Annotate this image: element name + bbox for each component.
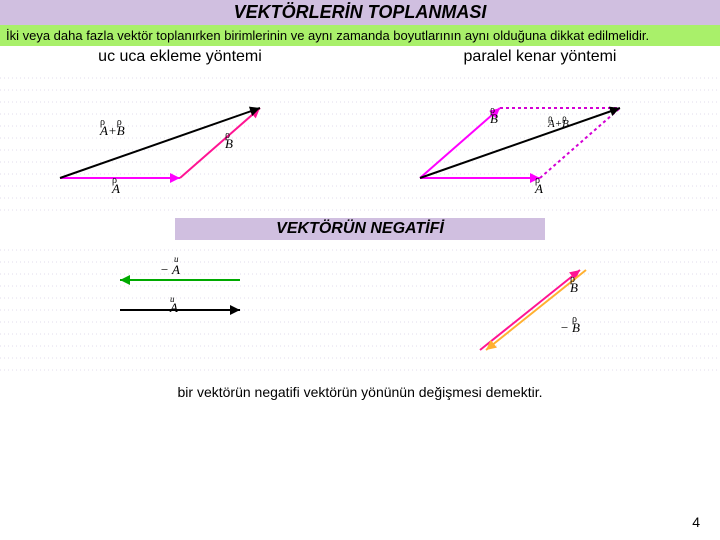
label-B: ρB: [225, 136, 233, 152]
intro-note: İki veya daha fazla vektör toplanırken b…: [0, 25, 720, 46]
label-A: ρA: [112, 181, 120, 197]
main-title: VEKTÖRLERİN TOPLANMASI: [0, 0, 720, 25]
diagram-row-top: ρA ρB ρA+ρB ρA ρB ρA+ρB: [0, 68, 720, 218]
footer-note: bir vektörün negatifi vektörün yönünün d…: [160, 384, 560, 400]
subtitles-row: uc uca ekleme yöntemi paralel kenar yönt…: [0, 46, 720, 68]
diagram-neg-right: ρB − ρB: [360, 240, 720, 380]
diagram-tip-to-tail: ρA ρB ρA+ρB: [0, 68, 360, 218]
page-number: 4: [692, 514, 700, 530]
label-A3: uA: [170, 294, 178, 316]
diagram-neg-left: uA − uA: [0, 240, 360, 380]
label-negB: − ρB: [560, 320, 580, 336]
label-B2: ρB: [490, 111, 498, 127]
subtitle-left: uc uca ekleme yöntemi: [0, 46, 360, 68]
section-negative-title: VEKTÖRÜN NEGATİFİ: [175, 218, 545, 240]
subtitle-right: paralel kenar yöntemi: [360, 46, 720, 68]
diagram-row-bottom: uA − uA ρB − ρB: [0, 240, 720, 380]
label-AplusB: ρA+ρB: [100, 123, 125, 139]
diagram-parallelogram: ρA ρB ρA+ρB: [360, 68, 720, 218]
label-AplusB2: ρA+ρB: [548, 118, 569, 130]
label-A2: ρA: [535, 181, 543, 197]
label-negA: − uA: [160, 262, 180, 278]
label-B3: ρB: [570, 280, 578, 296]
